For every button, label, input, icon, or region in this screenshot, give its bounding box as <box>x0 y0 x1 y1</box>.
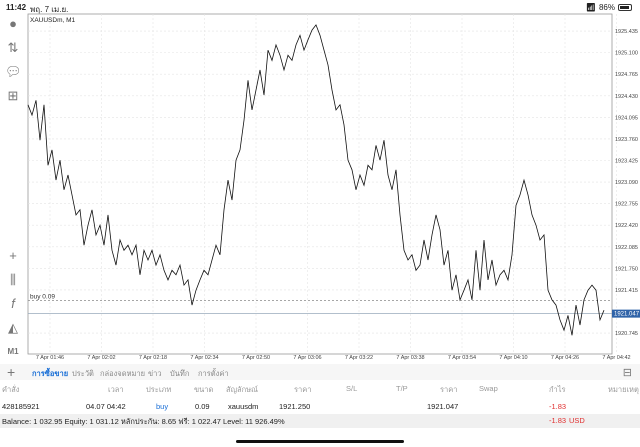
col-comment: หมายเหตุ <box>608 385 639 394</box>
order-type: buy <box>156 402 169 411</box>
x-tick-label: 7 Apr 02:02 <box>87 355 115 361</box>
y-tick-label: 1923.425 <box>615 158 638 164</box>
objects-icon[interactable]: ◭ <box>8 320 18 335</box>
columns-icon[interactable]: ⊟ <box>622 367 632 379</box>
col-profit: กำไร <box>549 385 566 394</box>
y-tick-label: 1920.745 <box>615 331 638 337</box>
chat-icon[interactable]: 💬︎ <box>5 64 22 79</box>
chart-frame <box>27 13 613 355</box>
x-tick-label: 7 Apr 03:54 <box>448 355 476 361</box>
panel-tabs: + การซื้อขาย ประวัติ กล่องจดหมาย ข่าว บั… <box>0 364 640 380</box>
price-chart[interactable]: 1925.435 1925.100 1924.765 1924.430 1924.095… <box>0 0 640 364</box>
x-tick-label: 7 Apr 02:34 <box>190 355 218 361</box>
col-tp: T/P <box>396 384 408 393</box>
y-tick-label: 1925.435 <box>615 29 638 35</box>
total-profit: -1.83 <box>549 416 567 425</box>
order-current-price: 1921.047 <box>427 402 459 411</box>
date: พฤ. 7 เม.ย. <box>30 5 69 14</box>
y-tick-label: 1925.100 <box>615 51 638 57</box>
add-icon[interactable]: + <box>7 364 16 380</box>
tab-journal[interactable]: บันทึก <box>170 369 190 378</box>
tab-mailbox[interactable]: กล่องจดหมาย <box>100 369 146 378</box>
balance-summary: Balance: 1 032.95 Equity: 1 031.12 หลักป… <box>2 417 285 426</box>
x-tick-label: 7 Apr 04:10 <box>499 355 527 361</box>
price-line <box>27 24 605 336</box>
tab-history[interactable]: ประวัติ <box>72 369 94 378</box>
tab-trade[interactable]: การซื้อขาย <box>32 369 69 378</box>
col-size: ขนาด <box>194 385 214 394</box>
col-swap: Swap <box>479 384 498 393</box>
account-icon[interactable]: ● <box>9 16 17 31</box>
candles-icon[interactable]: ⫼ <box>10 272 16 287</box>
col-time: เวลา <box>108 385 124 394</box>
y-tick-label: 1923.760 <box>615 137 638 143</box>
col-symbol: สัญลักษณ์ <box>226 385 259 394</box>
buy-order-label: buy 0.09 <box>30 294 55 301</box>
x-tick-label: 7 Apr 04:26 <box>551 355 579 361</box>
col-sl: S/L <box>346 384 358 393</box>
bottom-panel: + การซื้อขาย ประวัติ กล่องจดหมาย ข่าว บั… <box>0 364 640 447</box>
order-profit: -1.83 <box>549 402 567 411</box>
tab-settings[interactable]: การตั้งค่า <box>198 369 229 378</box>
col-open-price: ราคา <box>294 385 312 394</box>
x-tick-label: 7 Apr 03:22 <box>345 355 373 361</box>
order-time: 04.07 04:42 <box>86 402 126 411</box>
table-header: คำสั่ง เวลา ประเภท ขนาด สัญลักษณ์ ราคา S… <box>0 382 640 394</box>
x-tick-label: 7 Apr 03:38 <box>396 355 424 361</box>
new-document-icon[interactable]: ⊞ <box>7 88 19 103</box>
function-icon[interactable]: f <box>11 296 15 311</box>
grid <box>28 14 617 354</box>
order-open-price: 1921.250 <box>279 402 311 411</box>
x-tick-label: 7 Apr 02:50 <box>242 355 270 361</box>
balance-bar: Balance: 1 032.95 Equity: 1 031.12 หลักป… <box>0 414 640 428</box>
y-tick-label: 1924.430 <box>615 94 638 100</box>
battery-percent: 86% <box>598 3 615 12</box>
y-tick-label: 1922.085 <box>615 245 638 251</box>
clock: 11:42 <box>6 3 27 12</box>
x-tick-label: 7 Apr 02:18 <box>139 355 167 361</box>
order-size: 0.09 <box>195 402 210 411</box>
tab-news[interactable]: ข่าว <box>148 369 162 378</box>
y-tick-label: 1921.750 <box>615 266 638 272</box>
battery-icon <box>618 4 632 11</box>
y-tick-label: 1922.420 <box>615 223 638 229</box>
x-tick-label: 7 Apr 03:06 <box>293 355 321 361</box>
x-tick-label: 7 Apr 01:46 <box>36 355 64 361</box>
y-tick-label: 1922.755 <box>615 202 638 208</box>
order-id: 428185921 <box>2 402 40 411</box>
y-tick-label: 1923.090 <box>615 180 638 186</box>
order-symbol: xauusdm <box>228 402 259 411</box>
timeframe-button[interactable]: M1 <box>7 347 19 356</box>
status-bar: 11:42 พฤ. 7 เม.ย. 📶︎ 86% <box>0 0 640 14</box>
trade-arrows-icon[interactable]: ⇅ <box>7 40 19 55</box>
y-tick-label: 1924.765 <box>615 72 638 78</box>
y-tick-label: 1921.415 <box>615 288 638 294</box>
col-type: ประเภท <box>146 385 172 394</box>
current-price-tag <box>612 309 640 318</box>
wifi-icon: 📶︎ <box>585 3 596 12</box>
x-tick-label: 7 Apr 04:42 <box>602 355 630 361</box>
crosshair-icon[interactable]: + <box>9 248 17 263</box>
home-indicator <box>236 440 404 443</box>
currency: USD <box>569 416 585 425</box>
left-toolbar: ● ⇅ 💬︎ ⊞ + ⫼ f ◭ M1 <box>0 14 26 364</box>
symbol-label: XAUUSDm, M1 <box>30 17 76 24</box>
table-row[interactable]: 428185921 04.07 04:42 buy 0.09 xauusdm 1… <box>0 400 640 414</box>
col-price: ราคา <box>440 385 458 394</box>
current-price-label: 1921.047 <box>614 312 640 318</box>
y-tick-label: 1924.095 <box>615 115 638 121</box>
col-order: คำสั่ง <box>2 385 20 394</box>
